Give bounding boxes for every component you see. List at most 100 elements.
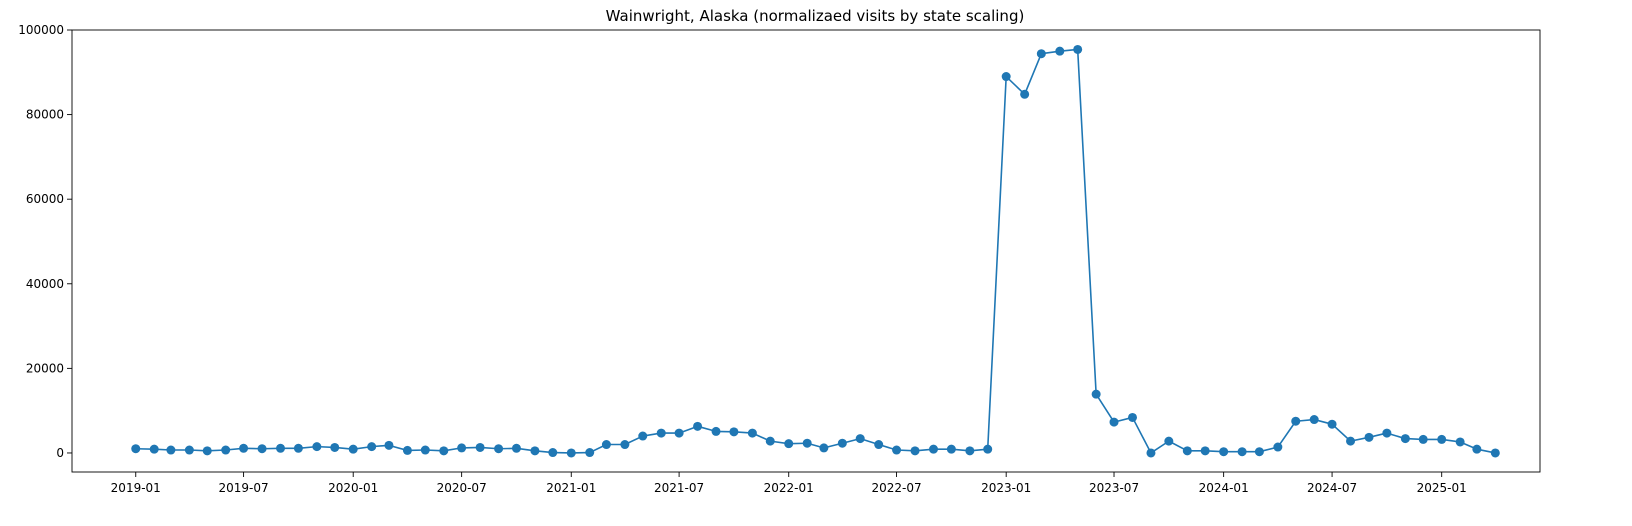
data-point bbox=[1237, 447, 1247, 457]
data-point bbox=[1219, 447, 1229, 457]
plot-frame bbox=[71, 29, 1541, 473]
data-point bbox=[1490, 448, 1500, 458]
x-tick-label: 2024-07 bbox=[1307, 481, 1357, 495]
data-point bbox=[1400, 434, 1410, 444]
x-tick-label: 2023-01 bbox=[981, 481, 1031, 495]
y-tick-label: 20000 bbox=[26, 361, 64, 375]
data-point bbox=[1164, 436, 1174, 446]
data-point bbox=[1146, 448, 1156, 458]
data-point bbox=[1182, 446, 1192, 456]
data-point bbox=[566, 448, 576, 458]
y-tick-label: 0 bbox=[56, 446, 64, 460]
data-point bbox=[1001, 72, 1011, 82]
data-point bbox=[348, 444, 358, 454]
data-point bbox=[585, 448, 595, 458]
data-point bbox=[367, 442, 377, 452]
data-point bbox=[1437, 434, 1447, 444]
y-tick-label: 80000 bbox=[26, 108, 64, 122]
x-tick-label: 2021-07 bbox=[654, 481, 704, 495]
data-point bbox=[819, 443, 829, 453]
data-point bbox=[837, 438, 847, 448]
data-point bbox=[1309, 415, 1319, 425]
data-point bbox=[892, 445, 902, 455]
data-point bbox=[1273, 442, 1283, 452]
data-point bbox=[1364, 432, 1374, 442]
data-point bbox=[674, 428, 684, 438]
x-tick-label: 2025-01 bbox=[1417, 481, 1467, 495]
data-point bbox=[1382, 428, 1392, 438]
x-tick-label: 2022-07 bbox=[871, 481, 921, 495]
data-point bbox=[439, 446, 449, 456]
data-point bbox=[1455, 437, 1465, 447]
data-point bbox=[239, 443, 249, 453]
data-point bbox=[457, 443, 467, 453]
x-tick-label: 2022-01 bbox=[764, 481, 814, 495]
data-point bbox=[149, 444, 159, 454]
x-tick-label: 2019-01 bbox=[111, 481, 161, 495]
data-point bbox=[765, 436, 775, 446]
data-point bbox=[1418, 434, 1428, 444]
data-point bbox=[548, 448, 558, 458]
data-point bbox=[784, 439, 794, 449]
x-tick-label: 2024-01 bbox=[1199, 481, 1249, 495]
data-point bbox=[855, 434, 865, 444]
data-point bbox=[711, 426, 721, 436]
chart-title: Wainwright, Alaska (normalizaed visits b… bbox=[606, 7, 1025, 25]
data-point bbox=[910, 446, 920, 456]
x-tick-label: 2020-07 bbox=[437, 481, 487, 495]
data-point bbox=[293, 443, 303, 453]
data-point bbox=[929, 444, 938, 454]
data-point bbox=[475, 442, 485, 452]
data-point bbox=[1091, 389, 1101, 399]
data-point bbox=[965, 446, 975, 456]
data-point bbox=[1036, 49, 1046, 59]
data-point bbox=[494, 444, 504, 454]
data-point bbox=[747, 428, 757, 438]
data-point bbox=[131, 444, 141, 454]
data-point bbox=[1254, 447, 1264, 457]
y-tick-label: 60000 bbox=[26, 192, 64, 206]
data-point bbox=[1073, 44, 1083, 54]
y-tick-label: 40000 bbox=[26, 277, 64, 291]
data-point bbox=[1291, 416, 1301, 426]
data-point bbox=[257, 444, 267, 454]
data-point bbox=[384, 440, 394, 450]
data-point bbox=[166, 445, 176, 455]
data-point bbox=[638, 431, 648, 441]
data-point bbox=[1020, 89, 1030, 99]
data-point bbox=[402, 445, 412, 455]
data-point bbox=[1472, 444, 1482, 454]
data-point bbox=[1200, 446, 1210, 456]
data-point bbox=[1055, 46, 1065, 56]
data-point bbox=[802, 438, 812, 448]
data-point bbox=[1346, 436, 1356, 446]
data-point bbox=[874, 440, 884, 450]
x-tick-label: 2023-07 bbox=[1089, 481, 1139, 495]
x-tick-label: 2021-01 bbox=[546, 481, 596, 495]
data-point bbox=[729, 427, 739, 437]
axes-layer: 0 20000 40000 60000 80000 100000 2019-01 2019-0… bbox=[18, 23, 1541, 495]
data-point bbox=[276, 443, 286, 453]
data-point bbox=[946, 444, 956, 454]
data-point bbox=[983, 444, 993, 454]
data-point bbox=[620, 440, 630, 450]
data-point bbox=[1327, 419, 1337, 429]
data-point bbox=[530, 446, 540, 456]
data-point bbox=[656, 428, 666, 438]
series-line bbox=[135, 48, 1496, 454]
data-point bbox=[1127, 412, 1137, 422]
data-point bbox=[184, 445, 194, 455]
data-point bbox=[330, 442, 340, 452]
data-point bbox=[221, 445, 231, 455]
data-point bbox=[511, 443, 521, 453]
x-tick-label: 2020-01 bbox=[328, 481, 378, 495]
x-tick-label: 2019-07 bbox=[219, 481, 269, 495]
data-point bbox=[202, 446, 212, 456]
data-point bbox=[312, 442, 322, 452]
series-layer bbox=[131, 44, 1500, 458]
data-point bbox=[601, 440, 611, 450]
data-point bbox=[693, 421, 703, 431]
y-tick-label: 100000 bbox=[18, 23, 64, 37]
